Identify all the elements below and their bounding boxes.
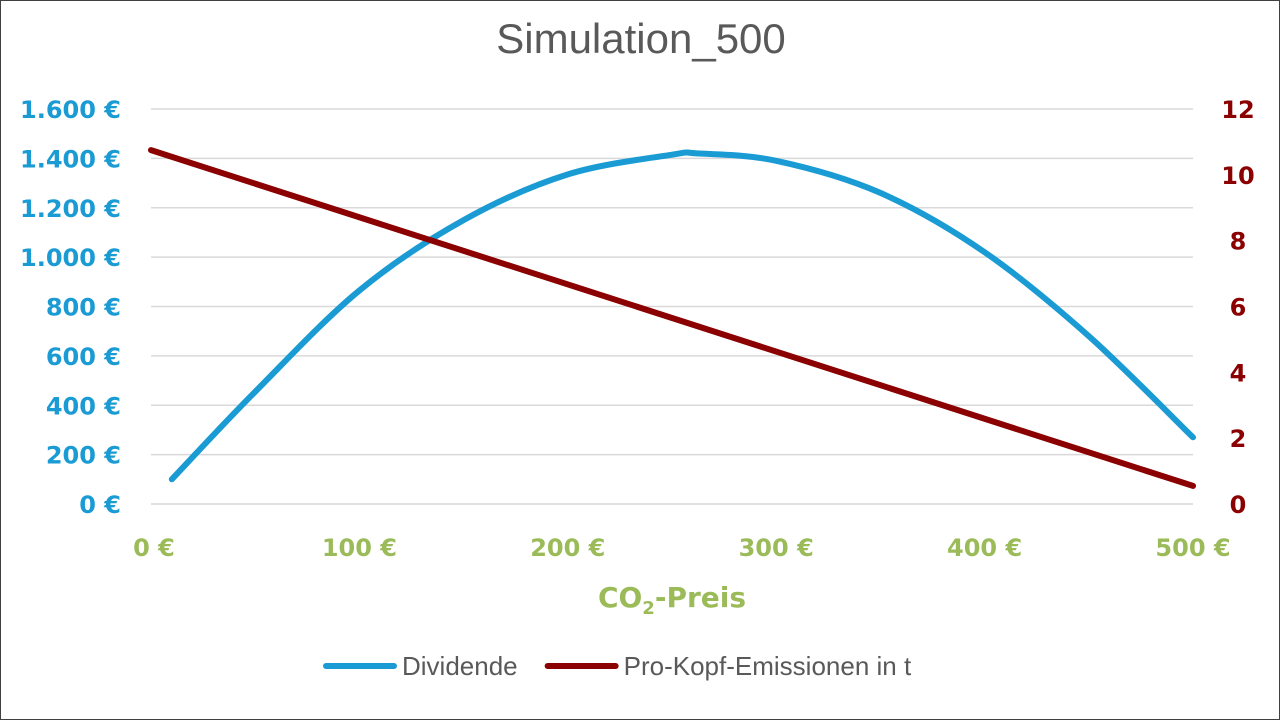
x-axis-label-suffix: -Preis: [655, 581, 746, 614]
x-axis-label: CO2-Preis: [598, 581, 746, 619]
legend: Dividende Pro-Kopf-Emissionen in t: [323, 651, 912, 681]
series-lines: [148, 147, 1196, 489]
x-tick-label: 100 €: [322, 534, 397, 562]
x-tick-label: 0 €: [133, 534, 175, 562]
left-tick-label: 400 €: [46, 392, 121, 420]
left-tick-label: 800 €: [46, 294, 121, 322]
x-axis-label-prefix: CO: [598, 581, 642, 614]
right-tick-label: 8: [1230, 228, 1247, 256]
x-axis-label-subscript: 2: [642, 598, 655, 619]
legend-label: Pro-Kopf-Emissionen in t: [624, 651, 912, 681]
series-line-pro-kopf-emissionen-in-t: [148, 147, 1196, 489]
left-tick-label: 1.000 €: [20, 244, 121, 272]
left-tick-label: 200 €: [46, 442, 121, 470]
right-tick-label: 12: [1221, 96, 1254, 124]
gridlines: [151, 108, 1193, 505]
left-tick-label: 1.400 €: [20, 145, 121, 173]
left-tick-label: 1.200 €: [20, 195, 121, 223]
right-tick-label: 2: [1230, 425, 1247, 453]
right-axis-ticks: 0 2 4 6 8 10 12: [1221, 96, 1254, 519]
x-axis-ticks: 0 € 100 € 200 € 300 € 400 € 500 €: [133, 534, 1230, 562]
left-tick-label: 1.600 €: [20, 96, 121, 124]
x-tick-label: 500 €: [1155, 534, 1230, 562]
left-tick-label: 600 €: [46, 343, 121, 371]
series-line-dividende: [168, 149, 1196, 483]
left-axis-ticks: 0 € 200 € 400 € 600 € 800 € 1.000 € 1.200 € 1.4…: [20, 96, 121, 519]
right-tick-label: 0: [1230, 491, 1247, 519]
x-tick-label: 400 €: [947, 534, 1022, 562]
left-tick-label: 0 €: [79, 491, 121, 519]
legend-label: Dividende: [402, 651, 518, 681]
x-tick-label: 200 €: [530, 534, 605, 562]
chart-title: Simulation_500: [496, 15, 786, 62]
right-tick-label: 6: [1230, 294, 1247, 322]
right-tick-label: 10: [1221, 162, 1254, 190]
x-tick-label: 300 €: [739, 534, 814, 562]
right-tick-label: 4: [1230, 359, 1247, 387]
